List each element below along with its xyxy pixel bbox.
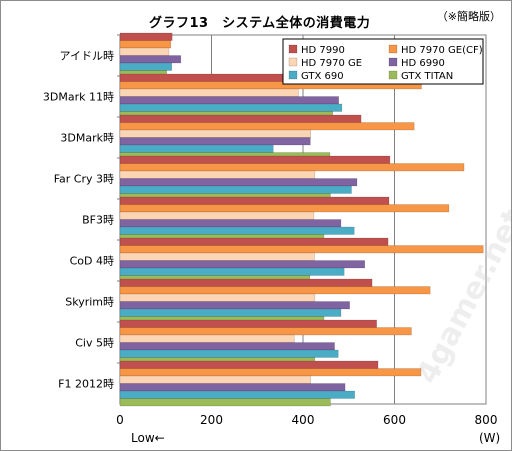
legend-swatch bbox=[288, 57, 298, 67]
bar bbox=[119, 155, 391, 164]
unit-label: (W) bbox=[479, 431, 500, 445]
bar bbox=[119, 301, 350, 310]
x-tick-label: 200 bbox=[200, 413, 223, 427]
bar bbox=[119, 163, 465, 172]
bar bbox=[119, 137, 311, 146]
category-label: アイドル時 bbox=[60, 50, 114, 63]
low-label: Low← bbox=[131, 431, 165, 445]
legend-swatch bbox=[388, 44, 398, 54]
bar bbox=[119, 219, 342, 228]
bar bbox=[119, 88, 299, 97]
chart-title: グラフ13 システム全体の消費電力 bbox=[149, 16, 371, 31]
x-tick-label: 0 bbox=[116, 413, 124, 427]
bar bbox=[119, 55, 182, 64]
category-label: BF3時 bbox=[82, 214, 114, 227]
x-tick-label: 600 bbox=[383, 413, 406, 427]
bar bbox=[119, 334, 295, 343]
bar bbox=[119, 398, 331, 407]
category-label: CoD 4時 bbox=[70, 255, 114, 268]
bar bbox=[119, 319, 377, 328]
bar bbox=[119, 47, 170, 56]
bar bbox=[119, 286, 431, 295]
bar bbox=[119, 226, 355, 235]
bar bbox=[119, 245, 484, 254]
bar bbox=[119, 211, 315, 220]
bar bbox=[119, 32, 173, 41]
bar bbox=[119, 96, 339, 105]
bar bbox=[119, 342, 335, 351]
bar bbox=[119, 178, 358, 187]
legend-label: HD 7970 GE bbox=[301, 58, 362, 69]
bar bbox=[119, 185, 352, 194]
bar bbox=[119, 170, 316, 179]
bar bbox=[119, 129, 312, 138]
bar bbox=[119, 293, 316, 302]
bar bbox=[119, 62, 172, 71]
chart-note: （※簡略版） bbox=[436, 10, 501, 23]
legend-swatch bbox=[388, 57, 398, 67]
category-label: 3DMark時 bbox=[60, 132, 114, 145]
legend-swatch bbox=[288, 44, 298, 54]
bar bbox=[119, 260, 366, 269]
legend-label: HD 6990 bbox=[401, 58, 445, 69]
bar bbox=[119, 144, 274, 153]
bar bbox=[119, 122, 415, 131]
bar bbox=[119, 390, 355, 399]
legend-label: GTX TITAN bbox=[401, 71, 453, 82]
bar bbox=[119, 349, 339, 358]
category-label: Civ 5時 bbox=[75, 337, 114, 350]
bar bbox=[119, 114, 362, 123]
legend-label: HD 7970 GE(CF) bbox=[401, 45, 483, 56]
legend-box bbox=[282, 38, 484, 85]
x-tick-label: 400 bbox=[292, 413, 315, 427]
bar bbox=[119, 368, 422, 377]
bar bbox=[119, 278, 373, 287]
legend-label: GTX 690 bbox=[301, 71, 344, 82]
category-label: 3DMark 11時 bbox=[43, 91, 114, 104]
bar bbox=[119, 204, 450, 213]
bar bbox=[119, 360, 379, 369]
bar bbox=[119, 103, 343, 112]
bar bbox=[119, 252, 315, 261]
bar bbox=[119, 308, 342, 317]
bar bbox=[119, 267, 345, 276]
bar bbox=[119, 40, 172, 49]
bar bbox=[119, 237, 389, 246]
category-label: F1 2012時 bbox=[58, 378, 114, 391]
bar bbox=[119, 383, 346, 392]
bar bbox=[119, 196, 390, 205]
category-label: Far Cry 3時 bbox=[54, 173, 114, 186]
legend-swatch bbox=[388, 70, 398, 80]
category-label: Skyrim時 bbox=[65, 296, 114, 309]
x-tick-label: 800 bbox=[475, 413, 498, 427]
bar bbox=[119, 327, 412, 336]
bar bbox=[119, 375, 312, 384]
legend-swatch bbox=[288, 70, 298, 80]
legend-label: HD 7990 bbox=[301, 45, 345, 56]
